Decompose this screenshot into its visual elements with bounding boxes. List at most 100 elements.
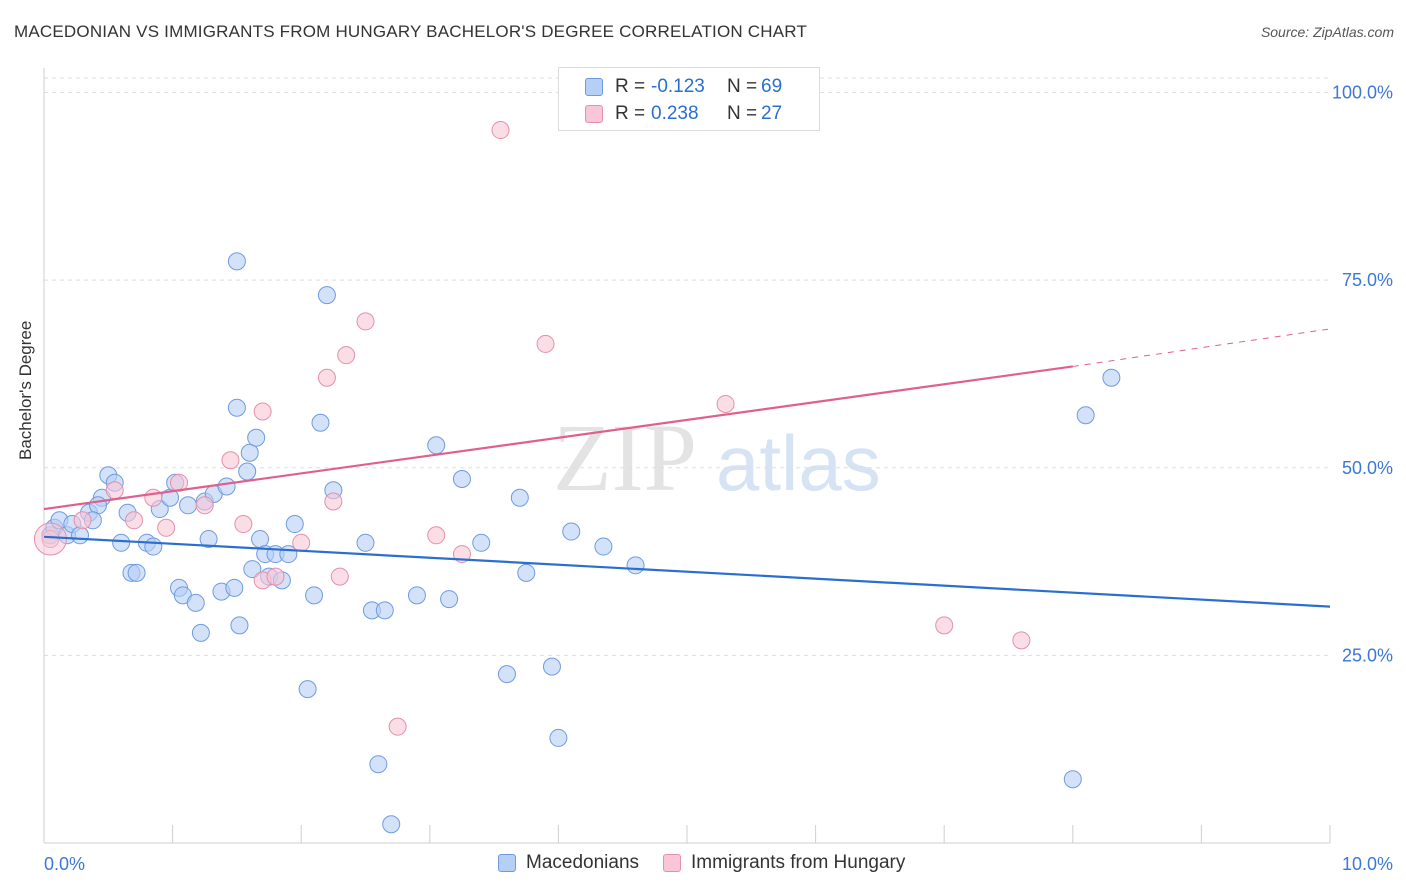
legend-item-macedonians[interactable]: Macedonians — [498, 852, 639, 874]
point-macedonians — [127, 563, 146, 582]
pink-swatch — [663, 854, 682, 872]
point-macedonians — [317, 286, 336, 305]
legend-row-hungary: R = 0.238 N = 27 — [585, 101, 782, 127]
n-label: N = — [727, 103, 758, 124]
point-hungary — [536, 334, 555, 353]
point-macedonians — [71, 526, 90, 545]
point-hungary — [33, 522, 67, 556]
legend-item-hungary[interactable]: Immigrants from Hungary — [663, 852, 905, 874]
point-macedonians — [594, 537, 613, 556]
point-macedonians — [199, 530, 218, 549]
y-tick-label: 75.0% — [1342, 270, 1393, 290]
y-tick-label: 25.0% — [1342, 645, 1393, 665]
point-hungary — [716, 394, 735, 413]
point-macedonians — [497, 665, 516, 684]
point-macedonians — [510, 488, 529, 507]
point-hungary — [234, 515, 253, 534]
point-hungary — [388, 717, 407, 736]
r-value: -0.123 — [651, 76, 705, 97]
blue-swatch — [585, 78, 603, 96]
point-hungary — [157, 518, 176, 537]
point-macedonians — [251, 530, 270, 549]
watermark-zip: ZIP — [553, 404, 697, 511]
point-macedonians — [243, 560, 262, 579]
point-hungary — [337, 346, 356, 365]
legend-row-macedonians: R = -0.123 N = 69 — [585, 74, 782, 100]
point-macedonians — [225, 578, 244, 597]
y-axis-title: Bachelor's Degree — [16, 320, 35, 460]
point-hungary — [221, 451, 240, 470]
point-macedonians — [217, 477, 236, 496]
point-hungary — [330, 567, 349, 586]
point-hungary — [491, 121, 510, 140]
point-macedonians — [247, 428, 266, 447]
pink-swatch — [585, 105, 603, 123]
point-hungary — [935, 616, 954, 635]
chart-title: MACEDONIAN VS IMMIGRANTS FROM HUNGARY BA… — [14, 22, 808, 41]
point-hungary — [125, 511, 144, 530]
point-macedonians — [452, 470, 471, 489]
point-macedonians — [89, 496, 108, 515]
point-hungary — [356, 312, 375, 331]
point-macedonians — [427, 436, 446, 455]
point-hungary — [1012, 631, 1031, 650]
point-macedonians — [375, 601, 394, 620]
point-hungary — [317, 368, 336, 387]
y-tick-label: 100.0% — [1332, 83, 1393, 103]
point-hungary — [144, 488, 163, 507]
point-macedonians — [472, 533, 491, 552]
n-value: 27 — [761, 103, 783, 124]
point-hungary — [427, 526, 446, 545]
point-macedonians — [240, 443, 259, 462]
legend-label: Macedonians — [526, 852, 640, 873]
legend-label: Immigrants from Hungary — [691, 852, 906, 873]
blue-swatch — [498, 854, 516, 872]
point-macedonians — [191, 623, 210, 642]
point-macedonians — [227, 252, 246, 271]
point-macedonians — [356, 533, 375, 552]
point-macedonians — [626, 556, 645, 575]
point-macedonians — [285, 515, 304, 534]
point-hungary — [292, 533, 311, 552]
r-label: R = — [615, 76, 646, 97]
trend-line-macedonians — [43, 535, 1331, 608]
series-legend: Macedonians Immigrants from Hungary — [498, 852, 929, 874]
point-macedonians — [298, 680, 317, 699]
correlation-legend: R = -0.123 N = 69 R = 0.238 N = 27 — [558, 67, 820, 131]
point-hungary — [253, 402, 272, 421]
point-macedonians — [562, 522, 581, 541]
trend-line-hungary — [1072, 328, 1331, 367]
point-macedonians — [407, 586, 426, 605]
y-tick-label: 50.0% — [1342, 458, 1393, 478]
point-macedonians — [311, 413, 330, 432]
n-label: N = — [727, 76, 758, 97]
point-hungary — [266, 567, 285, 586]
x-tick-label: 0.0% — [44, 854, 85, 874]
watermark-atlas: atlas — [716, 419, 881, 507]
point-hungary — [195, 496, 214, 515]
point-macedonians — [144, 537, 163, 556]
point-macedonians — [1063, 770, 1082, 789]
point-macedonians — [369, 755, 388, 774]
point-macedonians — [549, 728, 568, 747]
r-label: R = — [615, 103, 646, 124]
point-hungary — [73, 511, 92, 530]
point-macedonians — [305, 586, 324, 605]
trend-line-hungary — [43, 365, 1073, 511]
point-macedonians — [382, 815, 401, 834]
point-macedonians — [1076, 406, 1095, 425]
point-macedonians — [238, 462, 257, 481]
point-macedonians — [230, 616, 249, 635]
point-macedonians — [179, 496, 198, 515]
point-hungary — [105, 481, 124, 500]
source-label: Source: ZipAtlas.com — [1260, 24, 1394, 40]
x-tick-label: 10.0% — [1342, 854, 1393, 874]
point-macedonians — [112, 533, 131, 552]
point-macedonians — [1102, 368, 1121, 387]
point-macedonians — [517, 563, 536, 582]
point-macedonians — [186, 593, 205, 612]
point-hungary — [324, 492, 343, 511]
r-value: 0.238 — [651, 103, 699, 124]
point-macedonians — [440, 590, 459, 609]
